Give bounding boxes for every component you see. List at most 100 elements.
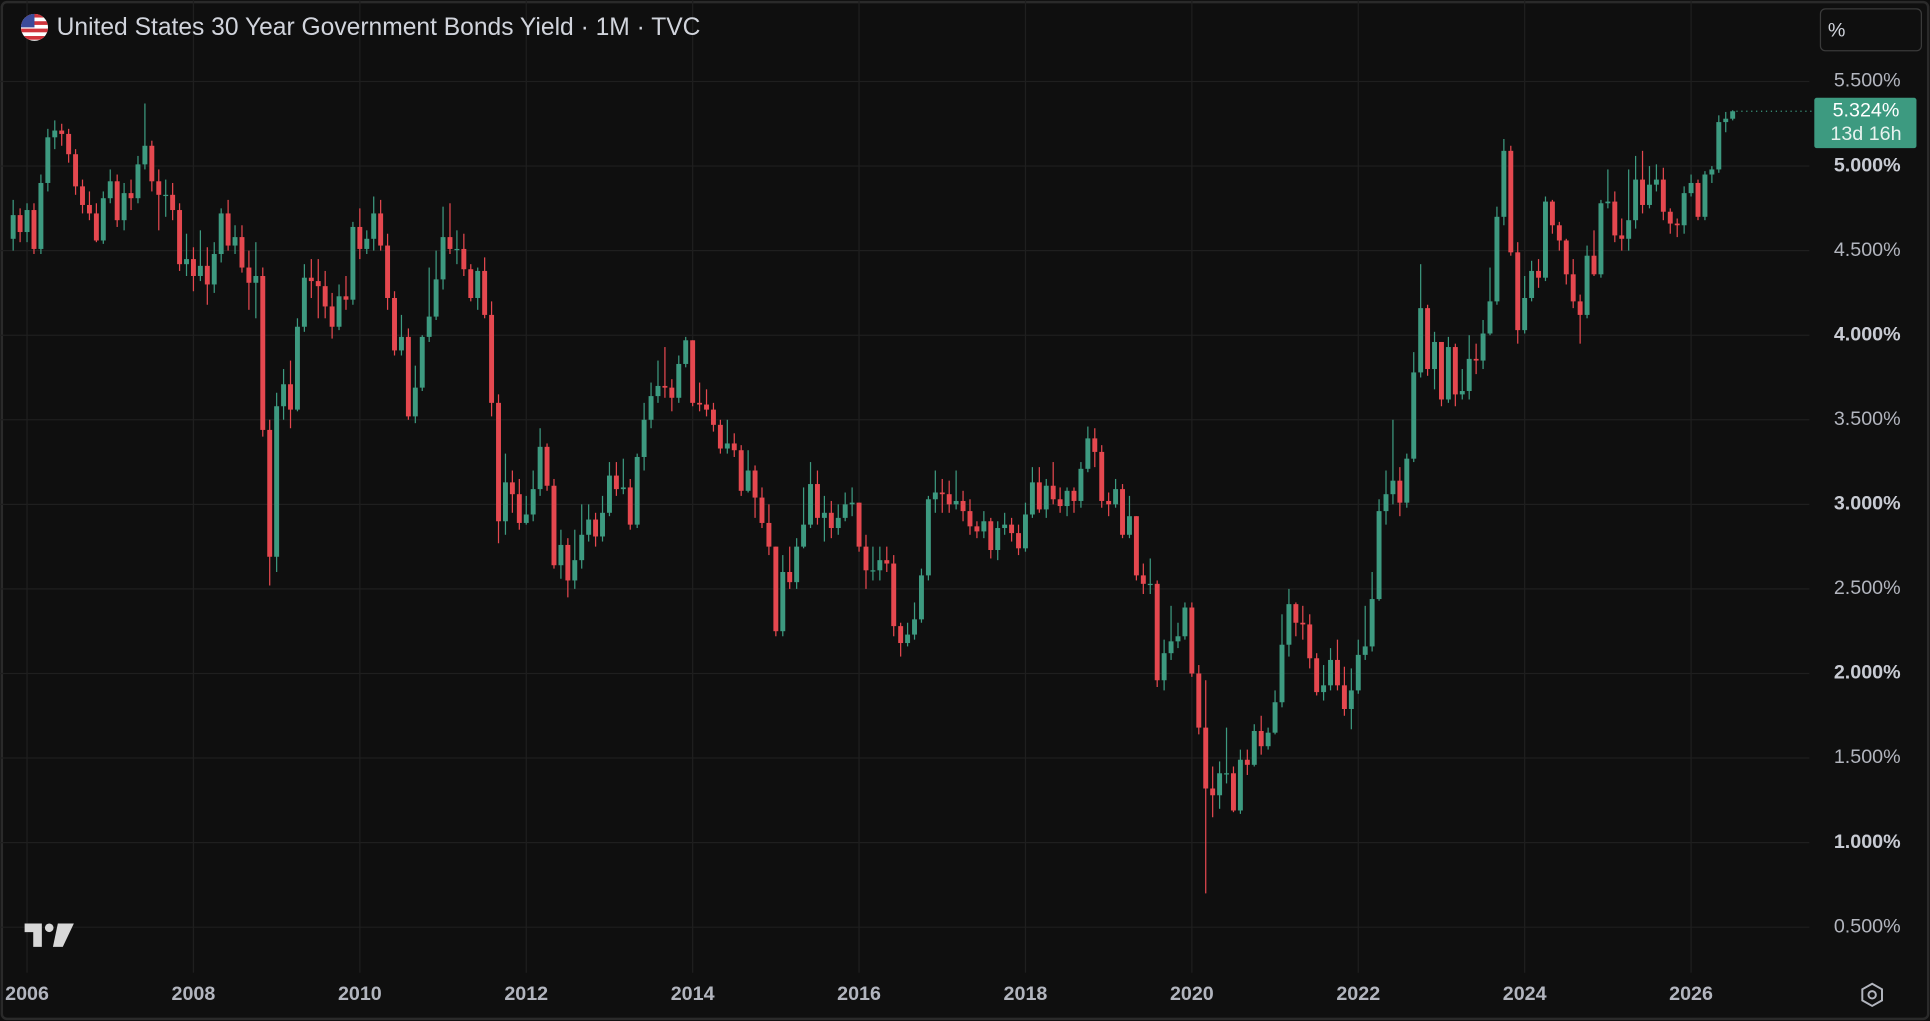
candle-body <box>1258 730 1264 747</box>
candle-body <box>953 500 959 505</box>
candle-body <box>260 276 266 430</box>
candle-body <box>253 276 259 283</box>
candle-body <box>66 133 72 155</box>
candle-body <box>717 424 723 449</box>
candle-body <box>1598 203 1604 275</box>
candle-body <box>1452 347 1458 395</box>
candle-body <box>516 494 522 523</box>
candle-body <box>1556 225 1562 241</box>
candle-body <box>1369 599 1375 647</box>
x-tick-label: 2008 <box>172 983 216 1005</box>
candle-body <box>558 544 564 566</box>
candle-body <box>1265 732 1271 747</box>
candle-body <box>898 626 904 644</box>
candle-body <box>1425 308 1431 370</box>
last-price-label: 5.324% <box>1833 99 1900 121</box>
candle-body <box>1674 223 1680 226</box>
candle-body <box>1120 489 1125 535</box>
candle-body <box>1702 174 1708 217</box>
candle-body <box>1404 458 1410 503</box>
candle-body <box>988 521 994 551</box>
candle-body <box>509 482 515 495</box>
candle-body <box>1314 658 1320 693</box>
candle-body <box>842 504 848 518</box>
candle-body <box>24 210 30 233</box>
candle-body <box>905 634 911 644</box>
x-tick-label: 2022 <box>1336 983 1380 1005</box>
candle-body <box>1133 516 1139 576</box>
scale-mode-box[interactable] <box>1819 8 1922 52</box>
candle-body <box>1667 211 1673 224</box>
candle-body <box>482 270 488 315</box>
candle-body <box>1439 341 1444 400</box>
y-tick-label: 4.000% <box>1834 323 1901 345</box>
x-tick-label: 2010 <box>338 983 382 1005</box>
candle-body <box>745 470 751 491</box>
candle-body <box>1231 773 1236 811</box>
candle-body <box>392 297 397 351</box>
grid <box>0 0 1810 973</box>
candle-body <box>884 560 890 564</box>
last-price-tag <box>1814 97 1917 149</box>
candle-body <box>662 385 668 388</box>
candle-body <box>93 213 99 241</box>
candle-body <box>1237 759 1243 811</box>
candle-body <box>655 385 661 397</box>
y-tick-label: 0.500% <box>1834 915 1901 937</box>
candle-body <box>1113 489 1119 505</box>
settings-button[interactable] <box>1861 982 1883 1008</box>
candle-body <box>593 519 599 537</box>
candle-body <box>211 254 217 285</box>
candle-body <box>648 396 654 420</box>
candle-body <box>59 130 65 134</box>
candle-body <box>530 489 536 515</box>
scale-mode-button[interactable]: % <box>1819 8 1922 52</box>
candle-body <box>336 296 342 327</box>
candle-body <box>1078 468 1084 501</box>
y-tick-label: 2.000% <box>1834 662 1901 684</box>
candle-body <box>45 137 51 183</box>
scale-mode-label[interactable]: % <box>1828 19 1846 41</box>
candle-body <box>121 193 127 221</box>
candle-body <box>419 336 425 388</box>
candle-body <box>1549 201 1555 226</box>
candle-body <box>1279 644 1285 703</box>
candle-body <box>405 336 411 417</box>
candle-body <box>814 484 820 518</box>
candle-body <box>177 210 183 265</box>
candle-body <box>1487 301 1493 334</box>
candle-body <box>204 265 210 285</box>
candle-body <box>489 314 495 403</box>
candle-body <box>1300 622 1306 625</box>
candle-body <box>600 512 605 537</box>
candle-body <box>801 524 807 547</box>
x-tick-label: 2006 <box>5 983 49 1005</box>
candle-body <box>551 485 557 566</box>
candle-body <box>149 145 155 182</box>
candle-body <box>974 526 980 532</box>
candle-body <box>218 213 224 255</box>
candle-body <box>808 484 813 525</box>
candle-body <box>1293 604 1299 623</box>
candle-body <box>697 402 703 405</box>
x-tick-label: 2026 <box>1669 983 1713 1005</box>
candle-body <box>1009 524 1015 534</box>
x-tick-label: 2016 <box>837 983 881 1005</box>
candle-body <box>1570 274 1576 302</box>
candle-body <box>1355 654 1361 691</box>
candle-body <box>620 487 626 490</box>
candle-body <box>925 499 931 576</box>
candle-body <box>1043 485 1049 510</box>
y-tick-label: 1.500% <box>1834 746 1901 768</box>
candle-body <box>1445 347 1451 400</box>
x-tick-label: 2012 <box>504 983 548 1005</box>
candle-body <box>1688 182 1694 194</box>
candle-body <box>835 517 841 529</box>
axes: 0.500% 1.000% 1.500% 2.000% 2.500% 3.000% 3.50… <box>5 70 1917 1005</box>
candle-body <box>1348 690 1354 710</box>
candle-body <box>704 404 709 410</box>
candle-body <box>378 213 384 246</box>
candle-body <box>225 213 231 246</box>
y-tick-label: 3.000% <box>1834 493 1901 515</box>
